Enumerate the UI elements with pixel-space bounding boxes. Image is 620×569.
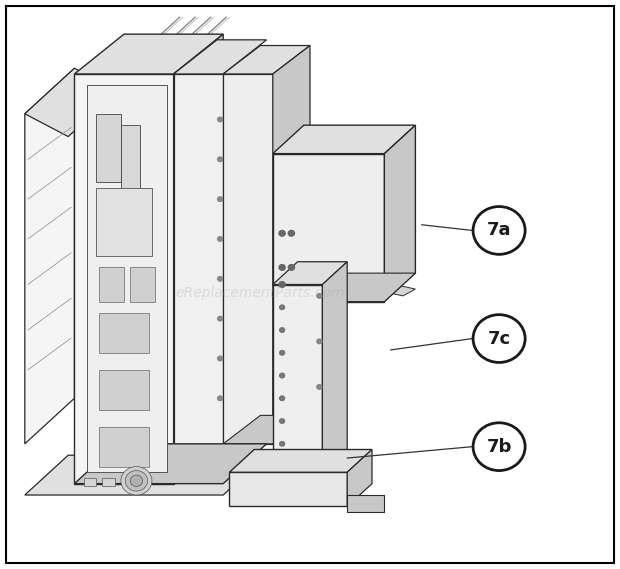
Polygon shape: [174, 40, 267, 74]
Circle shape: [218, 356, 223, 361]
Circle shape: [280, 396, 285, 401]
Circle shape: [473, 423, 525, 471]
Polygon shape: [174, 74, 223, 444]
Circle shape: [130, 475, 143, 486]
Polygon shape: [99, 267, 124, 302]
Polygon shape: [102, 478, 115, 486]
Circle shape: [288, 230, 294, 236]
Polygon shape: [273, 226, 415, 262]
Circle shape: [317, 294, 322, 298]
Text: 7a: 7a: [487, 221, 512, 240]
Polygon shape: [384, 125, 415, 302]
Polygon shape: [174, 34, 223, 484]
Polygon shape: [99, 313, 149, 353]
Circle shape: [279, 265, 285, 270]
Polygon shape: [96, 188, 152, 256]
Polygon shape: [282, 211, 313, 250]
Polygon shape: [273, 273, 415, 302]
Polygon shape: [87, 85, 167, 472]
Circle shape: [317, 339, 322, 344]
Polygon shape: [347, 495, 384, 512]
Polygon shape: [74, 444, 267, 484]
Polygon shape: [99, 427, 149, 467]
Polygon shape: [273, 261, 415, 296]
Polygon shape: [273, 284, 322, 472]
Circle shape: [280, 351, 285, 355]
Text: eReplacementParts.com: eReplacementParts.com: [175, 286, 345, 300]
Polygon shape: [229, 450, 372, 472]
Polygon shape: [84, 478, 96, 486]
Polygon shape: [347, 450, 372, 506]
Circle shape: [218, 157, 223, 162]
Circle shape: [279, 282, 285, 287]
Polygon shape: [223, 46, 310, 74]
Circle shape: [317, 385, 322, 389]
Polygon shape: [403, 238, 415, 245]
Circle shape: [218, 316, 223, 321]
Circle shape: [125, 471, 148, 491]
Polygon shape: [99, 370, 149, 410]
Polygon shape: [96, 114, 121, 182]
Circle shape: [121, 467, 152, 495]
Circle shape: [218, 117, 223, 122]
Polygon shape: [273, 159, 322, 415]
Text: 7c: 7c: [487, 329, 511, 348]
Circle shape: [280, 305, 285, 310]
Circle shape: [280, 442, 285, 446]
Circle shape: [473, 207, 525, 254]
Polygon shape: [273, 125, 415, 154]
Circle shape: [218, 197, 223, 201]
Polygon shape: [130, 267, 155, 302]
Polygon shape: [273, 46, 310, 444]
Polygon shape: [273, 131, 353, 159]
Text: 7b: 7b: [487, 438, 512, 456]
Circle shape: [473, 315, 525, 362]
Polygon shape: [25, 455, 267, 495]
Circle shape: [218, 277, 223, 281]
Circle shape: [280, 328, 285, 332]
Polygon shape: [74, 74, 174, 484]
Polygon shape: [273, 262, 347, 284]
Polygon shape: [273, 209, 415, 245]
Polygon shape: [273, 244, 415, 279]
Polygon shape: [223, 74, 273, 444]
Circle shape: [288, 265, 294, 270]
Polygon shape: [74, 34, 223, 74]
Polygon shape: [223, 415, 310, 444]
Polygon shape: [322, 262, 347, 472]
Circle shape: [280, 419, 285, 423]
Circle shape: [280, 373, 285, 378]
Polygon shape: [74, 444, 223, 484]
Polygon shape: [121, 125, 140, 199]
Circle shape: [218, 396, 223, 401]
Polygon shape: [25, 68, 118, 137]
Polygon shape: [273, 154, 384, 302]
Polygon shape: [25, 68, 74, 444]
Circle shape: [218, 237, 223, 241]
Polygon shape: [229, 472, 347, 506]
Circle shape: [279, 230, 285, 236]
